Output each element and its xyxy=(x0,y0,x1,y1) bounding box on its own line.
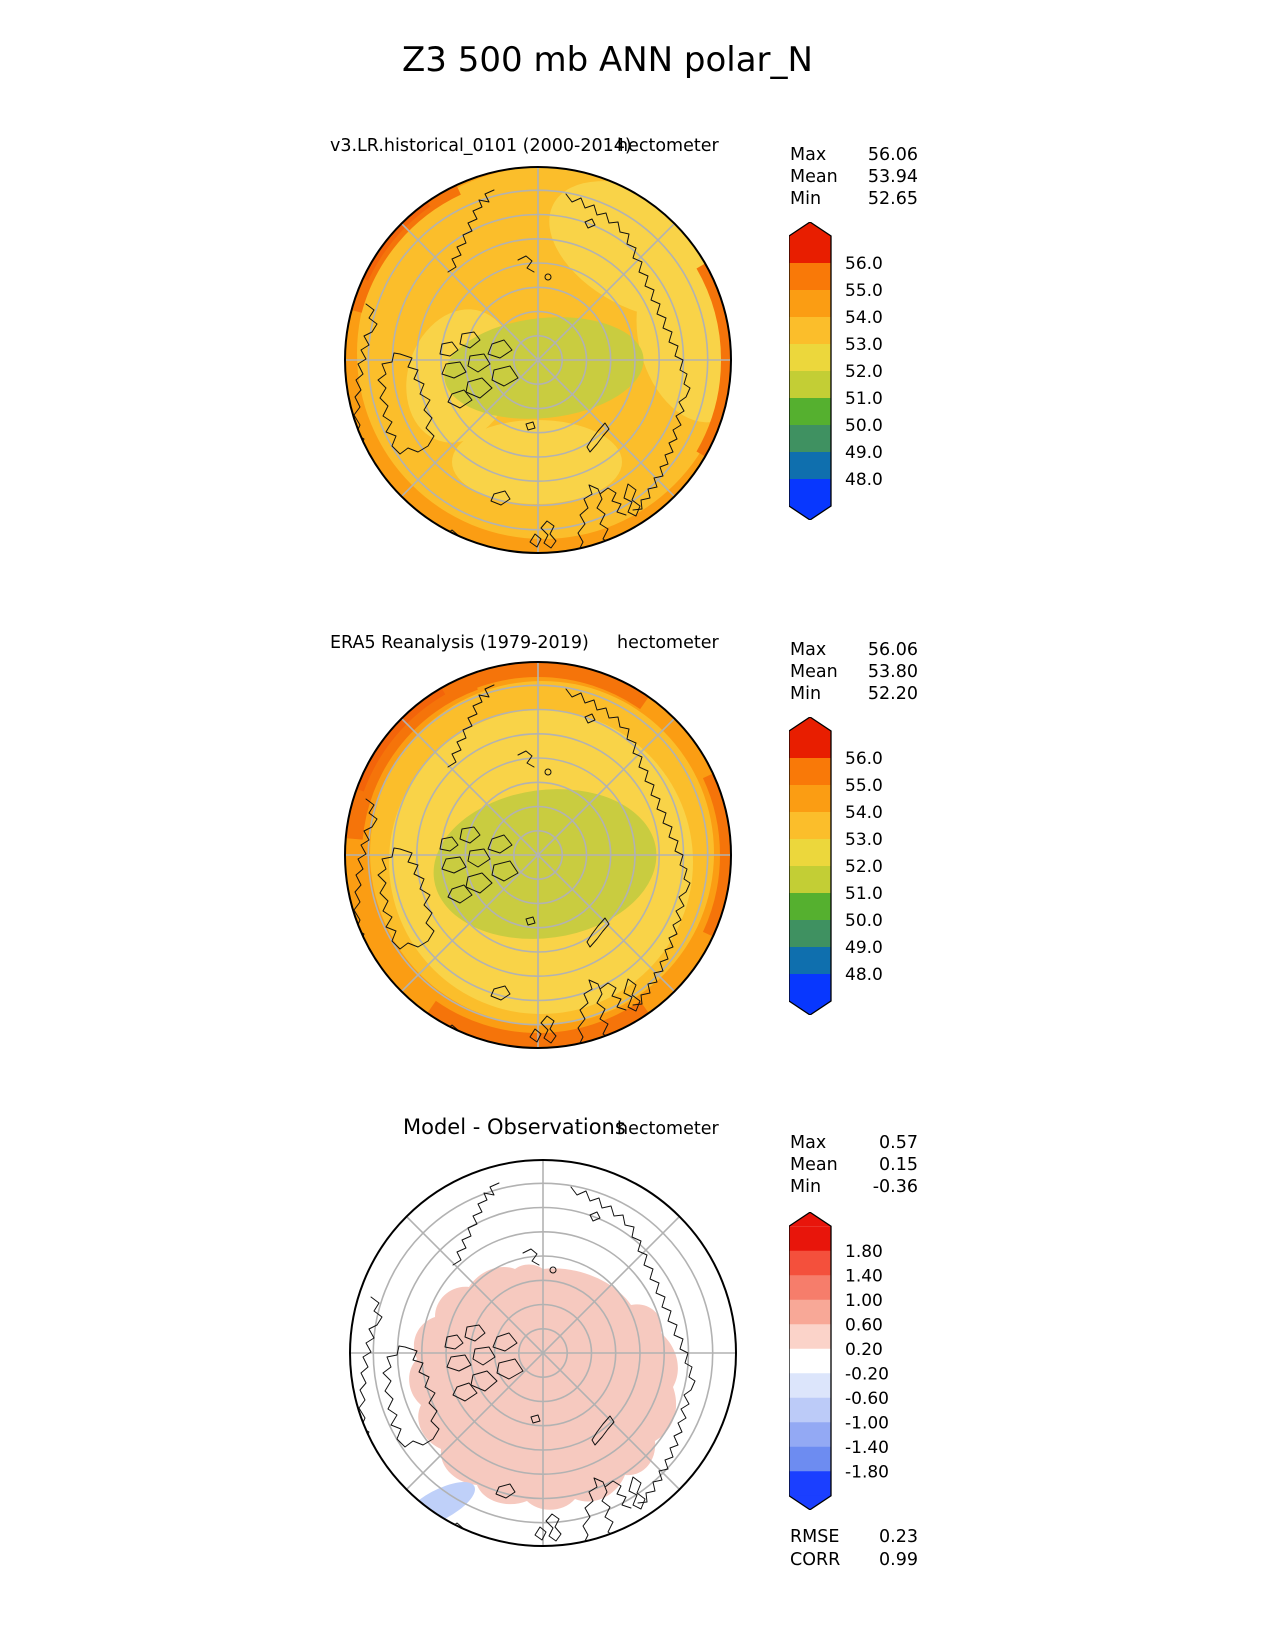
svg-text:48.0: 48.0 xyxy=(845,965,883,985)
stat-row-max: Max 0.57 xyxy=(790,1132,918,1154)
svg-text:52.0: 52.0 xyxy=(845,362,883,382)
map-reference-polar xyxy=(344,661,732,1049)
subplot-title: v3.LR.historical_0101 (2000-2014) xyxy=(330,136,632,156)
colorbar-absolute-2: 56.0 55.0 54.0 53.0 52.0 51.0 50.0 49.0 48.0 xyxy=(788,716,899,1019)
svg-text:51.0: 51.0 xyxy=(845,389,883,409)
metric-value: 0.23 xyxy=(879,1527,918,1547)
subplot-title: ERA5 Reanalysis (1979-2019) xyxy=(330,633,589,653)
svg-text:54.0: 54.0 xyxy=(845,308,883,328)
svg-text:-1.80: -1.80 xyxy=(845,1462,889,1482)
svg-text:55.0: 55.0 xyxy=(845,776,883,796)
units-label: hectometer xyxy=(617,136,719,156)
panel-difference: Model - Observations hectometer Max 0.57… xyxy=(0,1100,1275,1650)
stats-block: Max 56.06 Mean 53.80 Min 52.20 xyxy=(790,639,918,705)
svg-text:56.0: 56.0 xyxy=(845,254,883,274)
svg-text:48.0: 48.0 xyxy=(845,470,883,490)
stat-row-mean: Mean 53.80 xyxy=(790,661,918,683)
svg-text:50.0: 50.0 xyxy=(845,911,883,931)
map-difference-polar xyxy=(349,1159,737,1547)
stat-label: Mean xyxy=(790,662,838,682)
stat-label: Mean xyxy=(790,1155,838,1175)
stat-label: Max xyxy=(790,1133,827,1153)
metrics-block: RMSE 0.23 CORR 0.99 xyxy=(790,1526,918,1572)
stat-value: 56.06 xyxy=(867,145,918,165)
svg-text:49.0: 49.0 xyxy=(845,443,883,463)
svg-text:49.0: 49.0 xyxy=(845,938,883,958)
svg-text:-0.60: -0.60 xyxy=(845,1389,889,1409)
svg-text:55.0: 55.0 xyxy=(845,281,883,301)
stat-value: -0.36 xyxy=(872,1177,918,1197)
units-label: hectometer xyxy=(617,1119,719,1139)
colorbar-absolute: 56.0 55.0 54.0 53.0 52.0 51.0 50.0 49.0 48.0 xyxy=(788,221,899,524)
map-model-polar xyxy=(344,166,732,554)
svg-text:-0.20: -0.20 xyxy=(845,1364,889,1384)
svg-text:51.0: 51.0 xyxy=(845,884,883,904)
svg-text:56.0: 56.0 xyxy=(845,749,883,769)
units-label: hectometer xyxy=(617,633,719,653)
stat-label: Min xyxy=(790,684,822,704)
metric-row-corr: CORR 0.99 xyxy=(790,1549,918,1572)
stat-row-mean: Mean 0.15 xyxy=(790,1154,918,1176)
svg-text:-1.00: -1.00 xyxy=(845,1413,889,1433)
svg-text:53.0: 53.0 xyxy=(845,830,883,850)
stat-label: Min xyxy=(790,189,822,209)
stat-value: 53.80 xyxy=(867,662,918,682)
metric-label: CORR xyxy=(790,1550,841,1570)
stat-row-min: Min -0.36 xyxy=(790,1176,918,1198)
stat-value: 52.65 xyxy=(867,189,918,209)
svg-text:50.0: 50.0 xyxy=(845,416,883,436)
svg-text:1.00: 1.00 xyxy=(845,1291,883,1311)
stat-row-max: Max 56.06 xyxy=(790,639,918,661)
stat-label: Min xyxy=(790,1177,822,1197)
svg-text:-1.40: -1.40 xyxy=(845,1438,889,1458)
page-title: Z3 500 mb ANN polar_N xyxy=(402,40,813,80)
stat-label: Mean xyxy=(790,167,838,187)
metric-row-rmse: RMSE 0.23 xyxy=(790,1526,918,1549)
stats-block: Max 56.06 Mean 53.94 Min 52.65 xyxy=(790,144,918,210)
metric-label: RMSE xyxy=(790,1527,840,1547)
svg-text:54.0: 54.0 xyxy=(845,803,883,823)
svg-text:1.80: 1.80 xyxy=(845,1242,883,1262)
stat-row-max: Max 56.06 xyxy=(790,144,918,166)
stats-block: Max 0.57 Mean 0.15 Min -0.36 xyxy=(790,1132,918,1198)
stat-row-min: Min 52.20 xyxy=(790,683,918,705)
svg-text:52.0: 52.0 xyxy=(845,857,883,877)
stat-value: 52.20 xyxy=(867,684,918,704)
svg-text:1.40: 1.40 xyxy=(845,1266,883,1286)
svg-text:0.60: 0.60 xyxy=(845,1315,883,1335)
stat-row-mean: Mean 53.94 xyxy=(790,166,918,188)
colorbar-diff: 1.80 1.40 1.00 0.60 0.20 -0.20 -0.60 -1.00 -1.40… xyxy=(788,1211,899,1514)
metric-value: 0.99 xyxy=(879,1550,918,1570)
svg-text:0.20: 0.20 xyxy=(845,1340,883,1360)
stat-value: 0.15 xyxy=(879,1155,918,1175)
panel-model: v3.LR.historical_0101 (2000-2014) hectom… xyxy=(0,120,1275,612)
stat-label: Max xyxy=(790,145,827,165)
stat-value: 53.94 xyxy=(867,167,918,187)
panel-reference: ERA5 Reanalysis (1979-2019) hectometer M… xyxy=(0,612,1275,1100)
stat-value: 56.06 xyxy=(867,640,918,660)
stat-value: 0.57 xyxy=(879,1133,918,1153)
subplot-title: Model - Observations xyxy=(403,1115,626,1139)
svg-text:53.0: 53.0 xyxy=(845,335,883,355)
stat-label: Max xyxy=(790,640,827,660)
stat-row-min: Min 52.65 xyxy=(790,188,918,210)
